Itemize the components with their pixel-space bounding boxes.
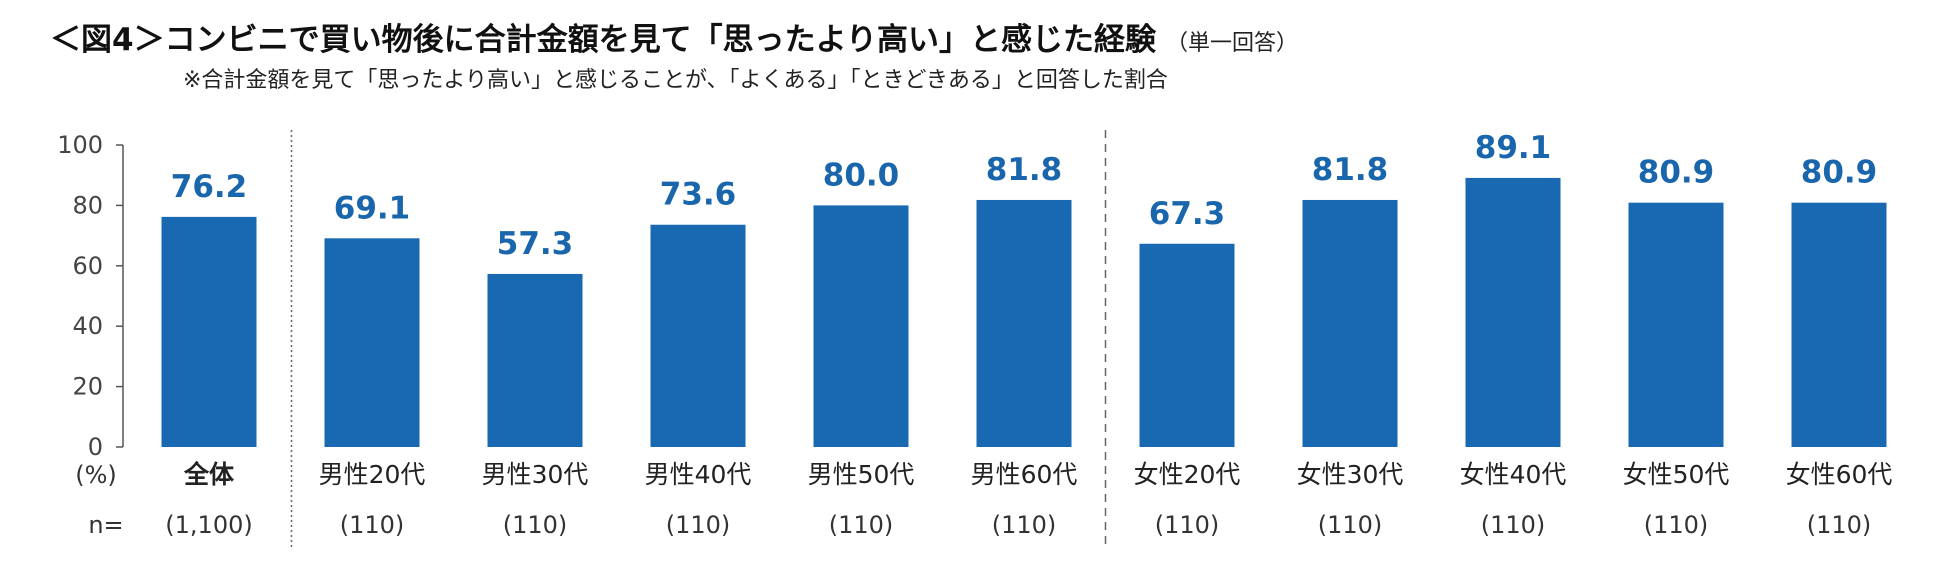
category-label: 女性30代 [1297, 460, 1404, 489]
sample-size-label: (110) [829, 511, 894, 539]
y-axis-unit-label: (%) [75, 461, 117, 489]
bar-1 [161, 216, 257, 447]
sample-size-label: (110) [1318, 511, 1383, 539]
category-label: 男性40代 [645, 460, 752, 489]
y-tick-label: 80 [72, 191, 103, 219]
bar-layer [161, 177, 1887, 447]
category-label: 女性20代 [1134, 460, 1241, 489]
title-note: （単一回答） [1165, 31, 1298, 56]
chart-subtitle: ※合計金額を見て「思ったより高い」と感じることが、「よくある」「ときどきある」と… [183, 68, 1168, 93]
bar-6 [976, 199, 1072, 447]
sample-size-label: (110) [503, 511, 568, 539]
bar-5 [813, 205, 909, 447]
sample-size-label: (110) [666, 511, 731, 539]
sample-size-label: (110) [1807, 511, 1872, 539]
value-label: 80.9 [1638, 155, 1715, 191]
category-label: 男性60代 [971, 460, 1078, 489]
sample-size-label: (1,100) [165, 511, 252, 539]
axis-layer: 0 20 40 60 80 100 (%) n= [57, 130, 1107, 548]
bar-3 [487, 273, 583, 447]
bar-2 [324, 238, 420, 447]
y-tick-label: 0 [88, 433, 103, 461]
category-label: 男性20代 [319, 460, 426, 489]
category-label: 女性40代 [1460, 460, 1567, 489]
value-label: 73.6 [660, 177, 737, 213]
value-label: 76.2 [171, 169, 248, 205]
y-tick-label: 100 [57, 131, 103, 159]
sample-size-label: (110) [992, 511, 1057, 539]
category-label: 全体 [183, 460, 235, 489]
value-label: 81.8 [986, 152, 1063, 188]
sample-size-label: (110) [340, 511, 405, 539]
value-label: 80.0 [823, 157, 900, 193]
n-label: n= [88, 511, 123, 539]
sample-size-label: (110) [1644, 511, 1709, 539]
bar-4 [650, 224, 746, 447]
category-label: 男性50代 [808, 460, 915, 489]
y-tick-label: 40 [72, 312, 103, 340]
sample-size-label: (110) [1481, 511, 1546, 539]
bar-10 [1628, 202, 1724, 447]
chart-title: ＜図4＞コンビニで買い物後に合計金額を見て「思ったより高い」と感じた経験 [50, 22, 1156, 58]
label-layer: 76.2 全体 (1,100) 69.1 男性20代 (110) 57.3 男性30代 (110… [165, 130, 1892, 539]
category-label: 男性30代 [482, 460, 589, 489]
bar-8 [1302, 199, 1398, 447]
category-label: 女性60代 [1786, 460, 1893, 489]
category-label: 女性50代 [1623, 460, 1730, 489]
value-label: 80.9 [1801, 155, 1878, 191]
bar-9 [1465, 177, 1561, 447]
value-label: 69.1 [334, 190, 411, 226]
title-row: ＜図4＞コンビニで買い物後に合計金額を見て「思ったより高い」と感じた経験 （単一回… [50, 14, 1298, 59]
value-label: 67.3 [1149, 196, 1226, 232]
y-tick-label: 20 [72, 373, 103, 401]
value-label: 89.1 [1475, 130, 1552, 166]
bar-11 [1791, 202, 1887, 447]
bar-7 [1139, 243, 1235, 447]
y-tick-label: 60 [72, 252, 103, 280]
sample-size-label: (110) [1155, 511, 1220, 539]
value-label: 57.3 [497, 226, 574, 262]
value-label: 81.8 [1312, 152, 1389, 188]
